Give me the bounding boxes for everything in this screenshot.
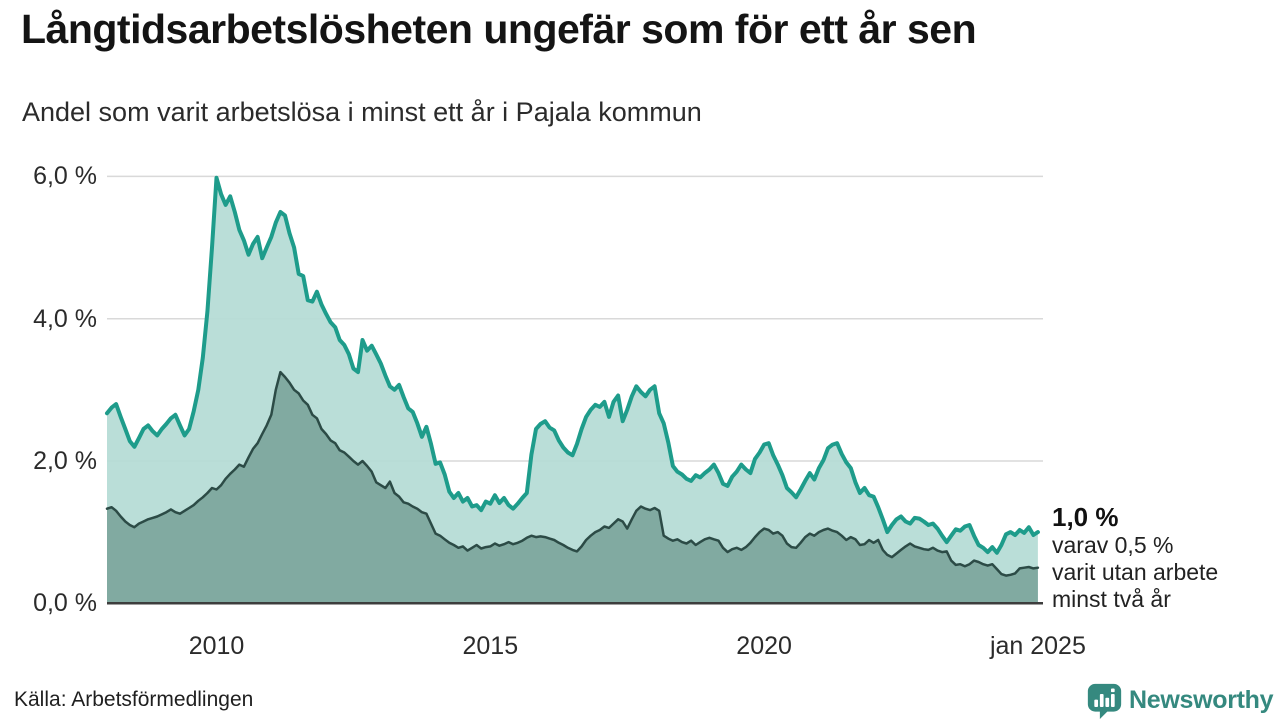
x-tick-label: 2010 xyxy=(188,632,245,660)
newsworthy-wordmark: Newsworthy xyxy=(1129,686,1274,714)
newsworthy-logo[interactable]: Newsworthy xyxy=(1086,682,1274,719)
chart-subtitle: Andel som varit arbetslösa i minst ett å… xyxy=(22,97,702,127)
area-unemployed-2yr xyxy=(107,372,1038,604)
newsworthy-icon xyxy=(1087,683,1122,719)
line-unemployed-1yr xyxy=(105,175,1040,555)
end-annotation: 1,0 % varav 0,5 % varit utan arbete mins… xyxy=(1052,502,1218,613)
x-tick-label: jan 2025 xyxy=(989,632,1086,660)
annotation-line: minst två år xyxy=(1052,586,1171,612)
annotation-value: 1,0 % xyxy=(1052,502,1119,532)
y-tick-label: 2,0 % xyxy=(33,447,97,475)
y-tick-label: 6,0 % xyxy=(33,162,97,191)
annotation-line: varit utan arbete xyxy=(1052,559,1219,585)
source-note: Källa: Arbetsförmedlingen xyxy=(14,688,254,711)
page-title: Långtidsarbetslösheten ungefär som för e… xyxy=(21,6,977,52)
line-unemployed-2yr xyxy=(105,370,1040,577)
x-tick-label: 2015 xyxy=(462,632,519,660)
annotation-line: varav 0,5 % xyxy=(1052,532,1174,558)
y-tick-label: 4,0 % xyxy=(33,304,97,333)
y-tick-label: 0,0 % xyxy=(33,589,97,618)
x-tick-label: 2020 xyxy=(736,632,792,660)
